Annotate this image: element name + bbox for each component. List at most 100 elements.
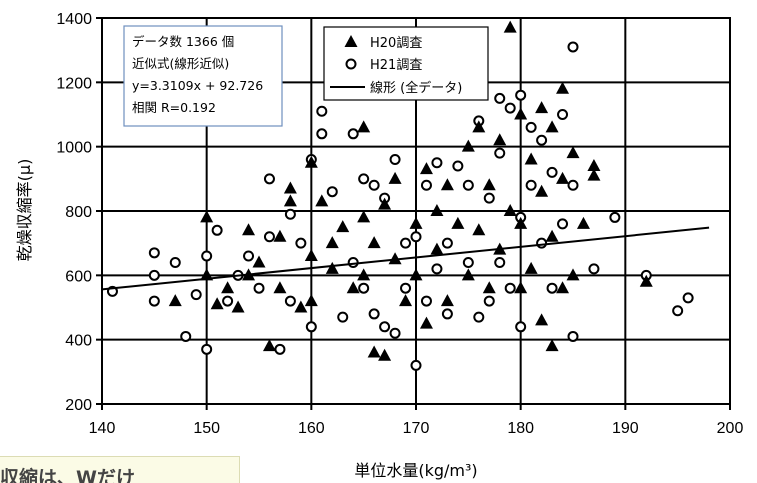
h21-point: [284, 295, 296, 307]
h20-point: [409, 268, 423, 281]
h21-point: [274, 343, 286, 355]
h20-point: [304, 155, 318, 168]
h20-point: [440, 178, 454, 191]
h20-point: [535, 101, 549, 114]
h21-point: [305, 321, 317, 333]
h21-point: [400, 282, 412, 294]
x-tick-label: 200: [717, 420, 744, 437]
h20-point: [524, 261, 538, 274]
x-tick-label: 150: [193, 420, 220, 437]
h20-point: [283, 181, 297, 194]
h20-point: [461, 139, 475, 152]
h21-point: [389, 327, 401, 339]
h20-point: [461, 268, 475, 281]
h20-point: [639, 274, 653, 287]
h20-point: [493, 133, 507, 146]
legend-label-trend: 線形 (全データ): [370, 80, 462, 96]
h21-point: [148, 269, 160, 281]
h20-point: [357, 268, 371, 281]
h20-point: [419, 316, 433, 329]
h21-point: [462, 179, 474, 191]
h21-point: [567, 179, 579, 191]
h20-point: [357, 120, 371, 133]
h20-point: [315, 194, 329, 207]
h20-point: [440, 294, 454, 307]
h21-point: [284, 208, 296, 220]
h21-point: [316, 105, 328, 117]
h21-point: [253, 282, 265, 294]
h20-point: [430, 204, 444, 216]
h20-point: [336, 220, 350, 233]
h21-point: [557, 218, 569, 230]
h21-point: [180, 330, 192, 342]
h21-point: [316, 128, 328, 140]
h21-point: [420, 179, 432, 191]
h21-point: [494, 147, 506, 159]
h21-point: [420, 295, 432, 307]
h20-point: [273, 229, 287, 242]
y-tick-label: 400: [65, 333, 92, 350]
h20-point: [346, 281, 360, 294]
h21-point: [410, 359, 422, 371]
legend-triangle-marker: [344, 35, 358, 47]
h20-point: [514, 107, 528, 120]
x-tick-label: 160: [298, 420, 325, 437]
h20-point: [242, 223, 256, 236]
h20-point: [388, 252, 402, 265]
stats-line-equation: y=3.3109x + 92.726: [132, 78, 263, 93]
h21-point: [567, 41, 579, 53]
h21-point: [201, 343, 213, 355]
legend-circle-marker: [345, 58, 357, 70]
h21-point: [358, 282, 370, 294]
x-tick-label: 180: [507, 420, 534, 437]
h21-point: [190, 289, 202, 301]
legend-label-h21: H21調査: [370, 58, 422, 73]
h20-point: [252, 255, 266, 268]
h20-point: [556, 171, 570, 184]
h20-point: [472, 223, 486, 236]
h20-point: [200, 268, 214, 281]
h20-point: [566, 146, 580, 159]
h21-point: [452, 160, 464, 172]
h20-point: [399, 294, 413, 307]
h20-point: [283, 194, 297, 207]
h20-point: [325, 261, 339, 274]
h21-point: [609, 211, 621, 223]
h20-point: [168, 294, 182, 307]
h21-point: [494, 92, 506, 104]
h20-point: [378, 197, 392, 210]
h21-point: [368, 179, 380, 191]
h20-point: [535, 313, 549, 326]
h20-point: [430, 242, 444, 255]
y-tick-label: 800: [65, 204, 92, 221]
h20-point: [514, 281, 528, 294]
h20-point: [556, 281, 570, 294]
h21-point: [295, 237, 307, 249]
h21-point: [243, 250, 255, 262]
legend: H20調査 H21調査 線形 (全データ): [323, 26, 489, 101]
h21-point: [263, 231, 275, 243]
h21-point: [525, 179, 537, 191]
h21-point: [222, 295, 234, 307]
h21-point: [483, 295, 495, 307]
h21-point: [515, 321, 527, 333]
h20-point: [367, 345, 381, 358]
h21-point: [389, 154, 401, 166]
h21-point: [546, 166, 558, 178]
h21-point: [347, 256, 359, 268]
h21-point: [494, 256, 506, 268]
h21-point: [379, 321, 391, 333]
h21-point: [211, 224, 223, 236]
h20-point: [503, 204, 517, 216]
h21-point: [536, 237, 548, 249]
h21-point: [148, 247, 160, 259]
h20-point: [273, 281, 287, 294]
h20-point: [482, 281, 496, 294]
h20-point: [409, 216, 423, 229]
h20-point: [545, 120, 559, 133]
h21-point: [410, 231, 422, 243]
h21-point: [567, 330, 579, 342]
h20-point: [388, 171, 402, 184]
h21-point: [326, 186, 338, 198]
h21-point: [504, 282, 516, 294]
